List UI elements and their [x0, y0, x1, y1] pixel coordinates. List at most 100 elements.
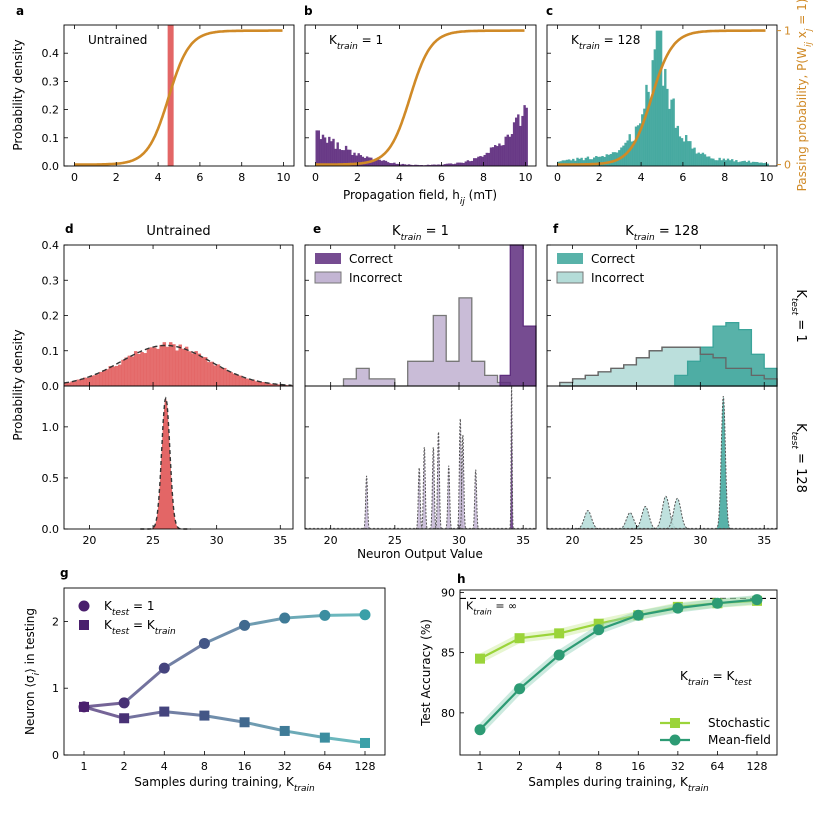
peak-outline [429, 447, 438, 530]
hist-bar [254, 381, 259, 386]
hist-bar [605, 154, 608, 166]
x-tick-label: 2 [113, 171, 120, 184]
hist-bar [280, 384, 284, 386]
hist-bar [477, 156, 480, 166]
hist-bar [674, 127, 677, 166]
hist-bar [317, 130, 320, 166]
y-axis-label: Neuron ⟨σi⟩ in testing [23, 608, 42, 735]
data-point [118, 697, 130, 709]
panel-letter-d: d [65, 222, 74, 236]
series-line [123, 710, 165, 720]
correct-peak [509, 386, 514, 529]
hist-bar [414, 164, 417, 166]
hist-bar [603, 156, 606, 166]
hist-bar [582, 160, 585, 166]
hist-bar [351, 154, 354, 166]
hist-bar [389, 163, 392, 166]
hist-bar [431, 164, 434, 166]
data-point [199, 710, 210, 721]
confidence-band [475, 595, 762, 735]
hist-bar [641, 114, 644, 166]
peak-outline [573, 510, 602, 530]
hist-bar [178, 344, 182, 386]
hist-bar [676, 125, 680, 166]
panel-annotation: Ktrain = 1 [329, 33, 383, 52]
hist-bar [175, 350, 179, 386]
hist-bar [687, 141, 690, 166]
panel-letter-e: e [313, 222, 321, 236]
hist-bar [726, 158, 730, 166]
hist-bar [701, 152, 705, 166]
hist-bar [593, 157, 596, 166]
hist-bar [685, 135, 688, 166]
data-point [593, 618, 604, 629]
hist-bar [576, 157, 579, 166]
y-axis-label: Probability density [11, 39, 25, 150]
legend-label: Correct [349, 252, 393, 266]
axes-b [304, 24, 537, 167]
hist-bar [349, 149, 352, 166]
hist-bar [426, 164, 430, 166]
hist-bar [659, 30, 663, 166]
hist-bar [200, 356, 205, 386]
hist-bar [207, 362, 211, 386]
hist-bar [597, 156, 600, 166]
hist-bar [124, 357, 128, 386]
hist-bar [378, 159, 381, 166]
x-tick-label: 128 [747, 760, 768, 773]
hist-bar [464, 161, 467, 166]
hist-bar [572, 158, 575, 166]
series-line [284, 729, 326, 740]
data-point [319, 609, 331, 621]
axes-d-bottom [63, 385, 294, 530]
hist-bar [336, 142, 339, 166]
incorrect-histogram [342, 297, 511, 387]
hist-bar [466, 160, 470, 166]
hist-bar [130, 356, 135, 386]
x-tick-label: 16 [238, 760, 252, 773]
hist-bar [657, 30, 661, 166]
x-tick-label: 6 [679, 171, 686, 184]
hist-bar [496, 146, 499, 166]
series-line [163, 642, 206, 670]
hist-bar [491, 147, 495, 166]
y-tick-label: 0.4 [42, 47, 60, 60]
x-tick-label: 8 [595, 760, 602, 773]
hist-bar [601, 155, 604, 166]
hist-bar [111, 366, 116, 386]
hist-bar [143, 353, 147, 386]
hist-bar [456, 162, 459, 166]
incorrect-peak [363, 475, 371, 529]
hist-bar [754, 161, 757, 166]
x-tick-label: 64 [710, 760, 724, 773]
hist-bar [328, 136, 331, 166]
hist-bar [397, 163, 400, 166]
series-line [284, 613, 325, 620]
hist-bar [242, 377, 246, 386]
hist-bar [70, 381, 74, 386]
x-axis-label: Samples during training, Ktrain [528, 775, 709, 794]
hist-bar [374, 159, 377, 166]
hist-bar [563, 160, 567, 166]
hist-bar [718, 157, 721, 166]
hist-bar [515, 117, 518, 166]
hist-bar [458, 162, 461, 166]
axes-a [63, 24, 295, 167]
y-tick-label: 90 [441, 586, 455, 599]
legend-label: Mean-field [708, 733, 771, 747]
hist-bar [197, 353, 202, 386]
sigmoid-line [315, 29, 525, 166]
hist-bar [248, 379, 252, 386]
hist-bar [567, 159, 571, 166]
y-tick-label: 0 [52, 749, 59, 762]
hist-bar [264, 382, 268, 386]
hist-bar [223, 367, 227, 386]
hist-bar [506, 134, 509, 166]
hist-bar [418, 165, 421, 166]
data-point [514, 633, 525, 644]
series-line [203, 624, 246, 645]
hist-bar [655, 30, 659, 166]
hist-bar [498, 143, 501, 166]
hist-bar [357, 153, 360, 166]
x-tick-label: 4 [396, 171, 403, 184]
